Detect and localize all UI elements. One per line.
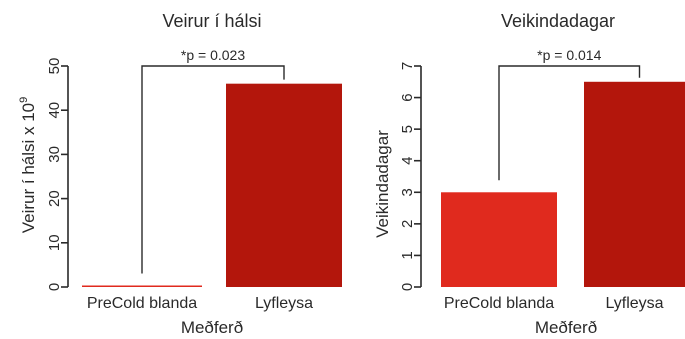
y-tick-label: 7 bbox=[399, 62, 416, 70]
y-tick-label: 5 bbox=[399, 125, 416, 133]
y-tick-label: 0 bbox=[46, 283, 63, 291]
y-tick-label: 4 bbox=[399, 157, 416, 165]
x-category-label: Lyfleysa bbox=[255, 295, 313, 312]
y-tick-label: 30 bbox=[46, 146, 63, 163]
significance-label: *p = 0.023 bbox=[181, 47, 245, 63]
y-tick-label: 1 bbox=[399, 251, 416, 259]
x-category-label: PreCold blanda bbox=[87, 295, 197, 312]
x-axis-label: Meðferð bbox=[535, 318, 597, 337]
y-tick-label: 10 bbox=[46, 234, 63, 251]
significance-label: *p = 0.014 bbox=[537, 47, 601, 63]
y-tick-label: 50 bbox=[46, 58, 63, 75]
x-category-label: Lyfleysa bbox=[605, 295, 663, 312]
y-tick-label: 0 bbox=[399, 283, 416, 291]
y-tick-label: 20 bbox=[46, 190, 63, 207]
chart-title: Veirur í hálsi bbox=[162, 11, 261, 31]
chart-title: Veikindadagar bbox=[501, 11, 615, 31]
x-category-label: PreCold blanda bbox=[444, 295, 554, 312]
significance-bracket bbox=[498, 65, 641, 181]
y-axis-label: Veikindadagar bbox=[373, 130, 392, 238]
bar-precold-blanda bbox=[82, 285, 202, 287]
y-tick-label: 3 bbox=[399, 188, 416, 196]
x-axis-label: Meðferð bbox=[181, 318, 243, 337]
chart-panel-throat-virus: Veirur í hálsi Veirur í hálsi x 109 Meðf… bbox=[18, 11, 342, 337]
chart-panel-sick-days: Veikindadagar Veikindadagar Meðferð 0 1 2 3… bbox=[373, 11, 685, 337]
bar-lyfleysa bbox=[584, 81, 685, 288]
y-tick-label: 6 bbox=[399, 93, 416, 101]
y-axis-label: Veirur í hálsi x 109 bbox=[18, 97, 38, 234]
bar-lyfleysa bbox=[226, 83, 342, 288]
bar-precold-blanda bbox=[441, 192, 557, 287]
y-tick-label: 2 bbox=[399, 220, 416, 228]
y-tick-label: 40 bbox=[46, 102, 63, 119]
significance-bracket bbox=[141, 65, 285, 274]
